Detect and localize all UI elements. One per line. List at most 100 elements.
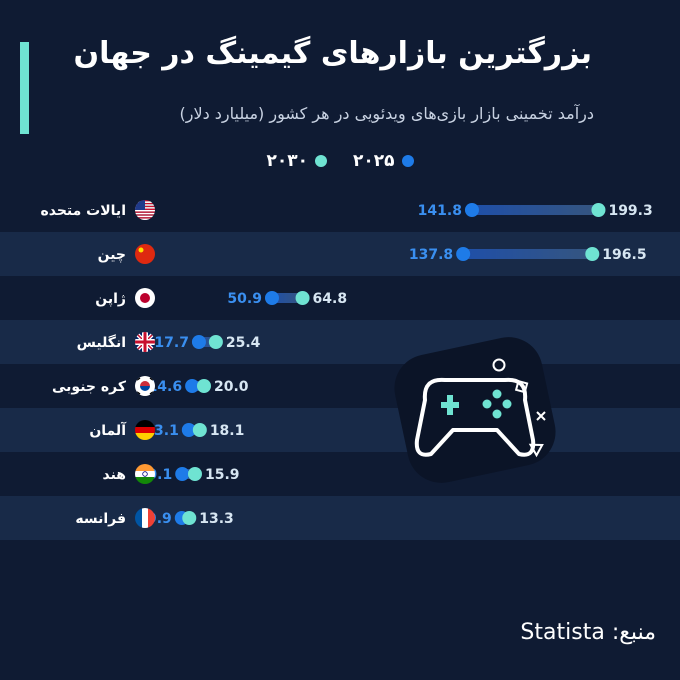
legend-label-2030: ۲۰۳۰ bbox=[266, 151, 308, 171]
flag-canton bbox=[135, 200, 145, 210]
row-stripe bbox=[0, 408, 680, 452]
flag-cross-red bbox=[135, 332, 155, 352]
flag-band bbox=[148, 508, 155, 528]
dot-2030 bbox=[192, 423, 207, 437]
value-label-2025: 14.6 bbox=[148, 379, 183, 395]
range-bar bbox=[271, 293, 303, 303]
flag-stripe bbox=[135, 217, 155, 219]
legend-label-2025: ۲۰۲۵ bbox=[353, 151, 395, 171]
flag-band bbox=[135, 477, 155, 484]
category-label: هند bbox=[102, 467, 126, 483]
accent-bar bbox=[20, 42, 29, 134]
flag-de-icon bbox=[135, 420, 155, 440]
value-label-2030: 15.9 bbox=[205, 467, 240, 483]
circle-glyph-icon bbox=[492, 358, 506, 372]
value-label-2025: 137.8 bbox=[409, 247, 453, 263]
dot-2030 bbox=[208, 335, 223, 349]
category-label: ایالات متحده bbox=[40, 203, 126, 219]
chart-title: بزرگترین بازارهای گیمینگ در جهان bbox=[73, 36, 592, 71]
flag-kr-icon bbox=[135, 376, 155, 396]
dot-2030 bbox=[585, 247, 600, 261]
dot-2025 bbox=[264, 291, 279, 305]
gamepad-icon-button bbox=[482, 399, 492, 409]
flag-stripe bbox=[135, 214, 155, 216]
value-label-2030: 18.1 bbox=[210, 423, 245, 439]
cross-glyph-icon bbox=[536, 411, 546, 421]
flag-cn-body bbox=[135, 244, 155, 264]
flag-in-icon bbox=[135, 464, 155, 484]
value-label-2030: 196.5 bbox=[602, 247, 646, 263]
flag-jp-icon bbox=[135, 288, 155, 308]
legend-item-2025: ۲۰۲۵ bbox=[353, 148, 414, 174]
category-label: آلمان bbox=[89, 421, 127, 439]
dot-2025 bbox=[175, 467, 190, 481]
flag-de-body bbox=[135, 420, 155, 440]
source-line: منبع: Statista bbox=[520, 620, 656, 645]
flag-jp-body bbox=[135, 288, 155, 308]
flag-gb-body bbox=[135, 332, 155, 352]
flag-in-body bbox=[135, 464, 155, 484]
flag-us-body bbox=[135, 200, 155, 220]
category-label: فرانسه bbox=[75, 511, 126, 527]
row-stripe bbox=[0, 320, 680, 364]
flag-band bbox=[135, 427, 155, 433]
flag-stripe bbox=[135, 212, 155, 215]
triangle-glyph-icon bbox=[528, 443, 544, 458]
category-label: چین bbox=[98, 247, 126, 263]
category-label: انگلیس bbox=[77, 334, 126, 351]
flag-band bbox=[135, 508, 142, 528]
flag-gb-icon bbox=[135, 332, 155, 352]
category-label: ژاپن bbox=[95, 291, 126, 307]
flag-us-icon bbox=[135, 200, 155, 220]
flag-stripe bbox=[135, 215, 155, 218]
flag-band bbox=[135, 420, 155, 427]
dot-2030 bbox=[197, 379, 211, 393]
gamepad-icon bbox=[394, 337, 556, 483]
legend: ۲۰۲۵ ۲۰۳۰ bbox=[0, 148, 680, 174]
value-label-2030: 20.0 bbox=[214, 379, 249, 395]
category-label: کره جنوبی bbox=[52, 379, 127, 395]
flag-fr-icon bbox=[135, 508, 155, 528]
dot-2025 bbox=[181, 423, 196, 437]
flag-taeguk-blue bbox=[140, 386, 150, 391]
flag-stripe bbox=[135, 218, 155, 220]
value-label-2030: 199.3 bbox=[608, 203, 652, 219]
dot-2030 bbox=[187, 467, 202, 481]
flag-kr-body bbox=[135, 376, 155, 396]
dot-2030 bbox=[182, 511, 197, 525]
value-label-2025: 141.8 bbox=[418, 203, 462, 219]
row-stripe bbox=[0, 496, 680, 540]
flag-band bbox=[135, 433, 155, 440]
dot-2030 bbox=[591, 203, 606, 217]
gamepad-icon-button bbox=[492, 389, 502, 399]
flag-fr-body bbox=[135, 508, 155, 528]
flag-band bbox=[142, 508, 148, 528]
source-name: Statista bbox=[520, 620, 605, 645]
value-label-2025: 17.7 bbox=[154, 335, 189, 351]
legend-dot-2030 bbox=[315, 155, 327, 167]
gamepad-icon-button bbox=[502, 399, 512, 409]
legend-item-2030: ۲۰۳۰ bbox=[266, 148, 327, 174]
flag-field bbox=[135, 244, 155, 264]
range-bar bbox=[463, 249, 593, 259]
gamepad-icon-dpad bbox=[441, 395, 459, 415]
flag-star bbox=[138, 247, 144, 253]
gamepad-icon-backdrop bbox=[394, 337, 556, 483]
flag-trigrams bbox=[136, 377, 154, 395]
dot-2025 bbox=[456, 247, 471, 261]
dot-2030 bbox=[295, 291, 310, 305]
source-label: منبع: bbox=[611, 620, 656, 645]
value-label-2030: 64.8 bbox=[313, 291, 348, 307]
gamepad-icon-button bbox=[492, 409, 502, 419]
value-label-2030: 13.3 bbox=[199, 511, 234, 527]
value-label-2025: 50.9 bbox=[227, 291, 262, 307]
flag-stripe bbox=[135, 211, 155, 213]
value-label-2030: 25.4 bbox=[226, 335, 261, 351]
flag-chakra bbox=[142, 471, 148, 477]
flag-stripe bbox=[135, 210, 155, 212]
flag-disc bbox=[140, 293, 150, 303]
square-glyph-icon bbox=[514, 379, 529, 394]
range-bar bbox=[471, 205, 599, 215]
flag-cn-icon bbox=[135, 244, 155, 264]
